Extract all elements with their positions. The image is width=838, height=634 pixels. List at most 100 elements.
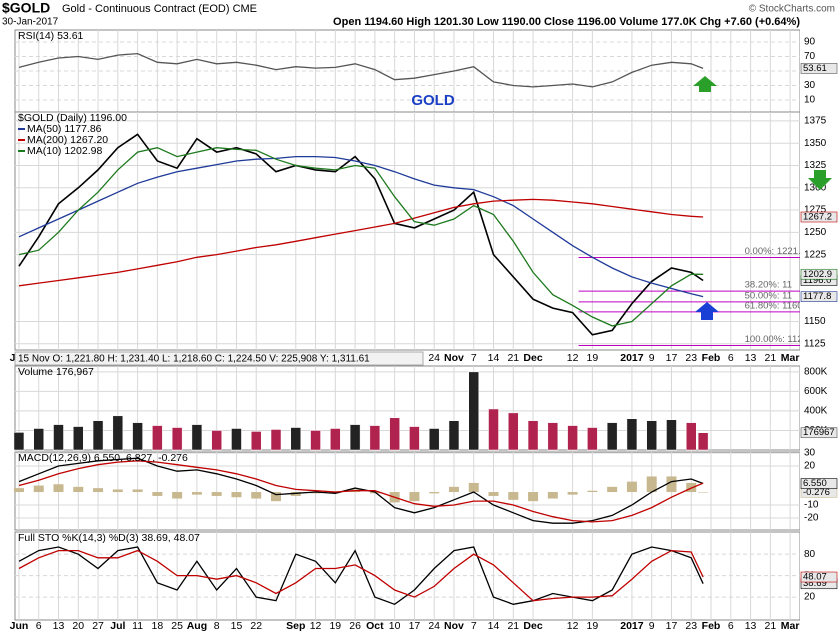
x-tick-label: 6	[728, 620, 734, 632]
volume-bar	[527, 420, 539, 451]
x-tick-label: 27	[92, 620, 104, 632]
last-value-label: 1196.0	[803, 275, 831, 286]
x-tick-label: 19	[587, 620, 599, 632]
last-value-box	[800, 211, 838, 223]
x-tick-label: 21	[507, 352, 519, 364]
volume-bar	[13, 432, 25, 451]
x-tick-label: 17	[409, 620, 421, 632]
x-tick-label: 17	[666, 352, 678, 364]
x-tick-label: 19	[329, 620, 341, 632]
x-tick-label: 12	[567, 352, 579, 364]
histogram-bar	[93, 488, 104, 493]
series-line	[18, 198, 704, 287]
histogram-bar	[290, 492, 301, 496]
last-value-box	[800, 478, 838, 489]
series-line	[18, 546, 704, 606]
histogram-bar	[607, 486, 618, 493]
y-tick-label: 20	[804, 461, 816, 472]
volume-bar	[606, 422, 618, 451]
volume-bar	[33, 428, 44, 451]
legend-label: MA(50) 1177.86	[27, 123, 102, 135]
volume-bar	[330, 428, 341, 451]
x-tick-label: 21	[764, 352, 776, 364]
volume-bar	[547, 422, 559, 451]
series-line	[18, 147, 704, 327]
fib-label: 61.80%: 1160.84	[745, 300, 816, 311]
x-tick-label: 11	[132, 620, 143, 632]
last-value-box	[800, 427, 838, 439]
y-tick-label: 400K	[804, 406, 828, 417]
green-down-arrow	[808, 170, 832, 190]
fib-label: 100.00%: 1123.1	[745, 334, 816, 345]
blue-up-arrow	[695, 302, 719, 320]
y-tick-label: 30	[804, 80, 816, 91]
histogram-bar	[53, 484, 64, 493]
x-tick-label: 26	[349, 620, 361, 632]
series-line	[18, 549, 704, 602]
histogram-bar	[271, 492, 282, 502]
x-tick-label: Aug	[187, 620, 207, 632]
volume-bar	[626, 418, 638, 451]
x-tick-label: 15	[231, 620, 243, 632]
volume-bar	[448, 420, 460, 451]
histogram-bar	[310, 492, 321, 494]
histogram-bar	[587, 490, 598, 493]
last-value-box	[800, 268, 838, 280]
symbol: $GOLD	[2, 0, 50, 16]
y-tick-label: -10	[804, 500, 819, 511]
x-tick-label: Feb	[702, 620, 721, 632]
series-line	[18, 52, 704, 88]
volume-bar	[310, 430, 321, 451]
volume-bar	[685, 422, 697, 451]
x-tick-label: Dec	[523, 352, 542, 364]
panel-title: RSI(14) 53.61	[18, 30, 84, 42]
x-tick-label: 7	[471, 352, 477, 364]
x-tick-label: 20	[72, 620, 84, 632]
legend-label: MA(200) 1267.20	[27, 134, 108, 146]
volume-bar	[428, 428, 440, 451]
volume-bar	[73, 426, 84, 451]
x-tick-label: 21	[507, 620, 519, 632]
quote: Open 1194.60 High 1201.30 Low 1190.00 Cl…	[333, 16, 800, 28]
histogram-bar	[468, 482, 479, 493]
y-tick-label: 70	[804, 51, 816, 62]
y-tick-label: 30	[804, 448, 816, 459]
legend-label: MA(10) 1202.98	[27, 145, 102, 157]
volume-bar	[349, 424, 361, 451]
tooltip-box	[14, 351, 424, 366]
panel-title: Full STO %K(14,3) %D(3) 38.69, 48.07	[18, 532, 200, 544]
x-tick-label: 22	[250, 620, 262, 632]
last-value-label: 1202.9	[803, 269, 832, 280]
histogram-bar	[251, 492, 262, 499]
histogram-bar	[191, 492, 202, 495]
volume-bar	[112, 415, 124, 451]
volume-bar	[53, 424, 64, 451]
y-tick-label: 10	[804, 95, 816, 106]
x-tick-label: 10	[389, 620, 401, 632]
histogram-bar	[172, 492, 183, 499]
panel-title: Volume 176,967	[18, 366, 94, 378]
x-tick-label: Oct	[366, 620, 384, 632]
volume-bar	[152, 425, 163, 451]
histogram-bar	[626, 481, 637, 493]
last-value-label: 48.07	[803, 572, 827, 583]
volume-bar	[666, 419, 677, 451]
y-tick-label: 1300	[804, 182, 827, 193]
volume-bar	[270, 429, 282, 451]
histogram-bar	[528, 492, 539, 502]
x-tick-label: 23	[685, 620, 697, 632]
histogram-bar	[33, 485, 44, 493]
volume-bar	[369, 425, 381, 451]
histogram-bar	[152, 492, 163, 496]
x-tick-label: Jun	[10, 620, 29, 632]
series-line	[18, 133, 704, 336]
histogram-bar	[488, 492, 499, 496]
series-line	[18, 460, 704, 523]
histogram-bar	[73, 486, 84, 493]
y-tick-label: 80	[804, 549, 816, 560]
panel: MACD(12,26,9) 6.550, 6.827, -0.276	[13, 451, 801, 531]
last-value-label: 1267.2	[803, 212, 832, 223]
volume-bar	[587, 427, 598, 451]
last-value-box	[800, 63, 838, 74]
y-tick-label: 1150	[804, 316, 826, 327]
